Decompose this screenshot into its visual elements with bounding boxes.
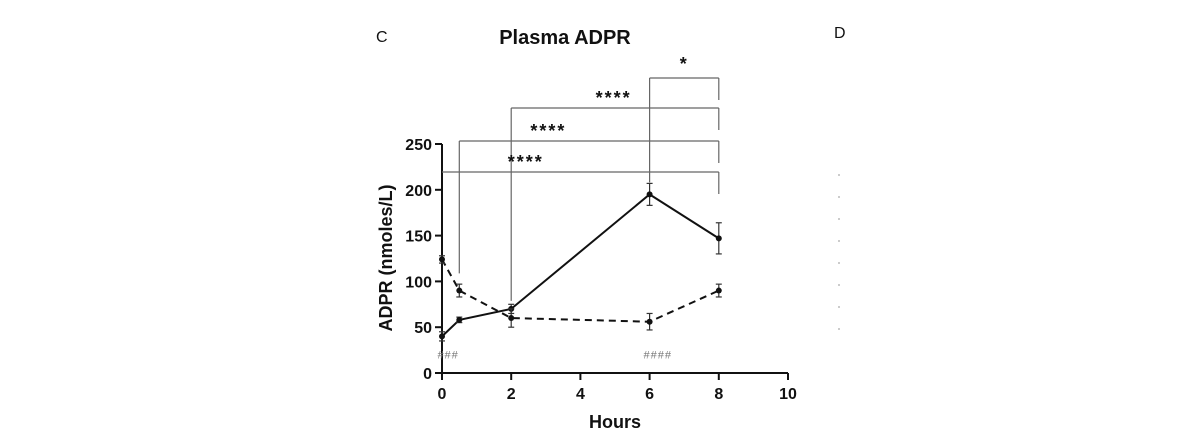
data-point — [646, 318, 653, 325]
hash-annotation: ### — [437, 350, 458, 362]
data-point — [439, 256, 445, 263]
y-axis-label: ADPR (nmoles/L) — [376, 184, 396, 331]
data-point — [715, 287, 722, 294]
x-tick-label: 8 — [714, 386, 723, 403]
x-tick-label: 4 — [576, 386, 585, 403]
significance-label: * — [680, 54, 689, 74]
data-point — [508, 315, 515, 322]
data-point — [646, 191, 653, 198]
data-point — [715, 235, 722, 242]
series-line-solid — [441, 193, 720, 338]
chart-title: Plasma ADPR — [499, 27, 631, 49]
series-line-dashed — [441, 258, 720, 323]
significance-label: **** — [508, 152, 544, 172]
panel-label-c: C — [376, 29, 388, 46]
data-point — [456, 316, 463, 323]
x-tick-label: 0 — [438, 386, 447, 403]
y-tick-label: 100 — [405, 274, 432, 291]
x-tick-label: 10 — [779, 386, 797, 403]
y-tick-label: 200 — [405, 183, 432, 200]
y-tick-label: 250 — [405, 137, 432, 154]
significance-label: **** — [530, 121, 566, 141]
data-point — [439, 333, 445, 340]
significance-label: **** — [596, 88, 632, 108]
x-tick-label: 2 — [507, 386, 516, 403]
hash-annotation: #### — [643, 350, 671, 362]
panel-label-d: D — [834, 25, 846, 42]
y-tick-label: 50 — [414, 320, 432, 337]
data-point — [456, 287, 463, 294]
y-tick-label: 0 — [423, 366, 432, 383]
y-tick-label: 150 — [405, 229, 432, 246]
x-axis-label: Hours — [589, 412, 641, 432]
x-tick-label: 6 — [645, 386, 654, 403]
